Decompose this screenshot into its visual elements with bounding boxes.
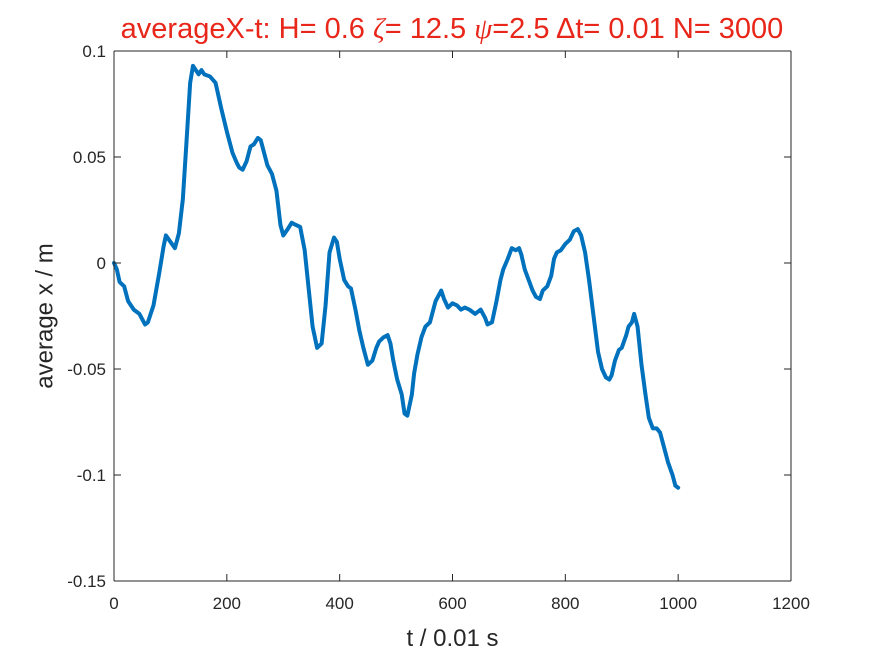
x-tick-label: 400	[325, 594, 353, 613]
line-layer	[112, 63, 681, 490]
x-tick-label: 800	[551, 594, 579, 613]
x-tick-label: 600	[438, 594, 466, 613]
chart-title: averageX-t: H= 0.6 ζ= 12.5 ψ=2.5 Δt= 0.0…	[121, 13, 784, 45]
y-tick-label: 0.05	[73, 148, 106, 167]
y-tick-label: 0	[97, 254, 106, 273]
y-tick-label: -0.05	[67, 360, 106, 379]
x-tick-label: 1000	[659, 594, 697, 613]
series-line-0	[112, 63, 681, 490]
x-tick-label: 1200	[772, 594, 810, 613]
title-psi-symbol: ψ	[474, 13, 493, 45]
y-tick-label: -0.1	[77, 466, 106, 485]
ticks-layer: 0 200 400 600 800 1000 1200 -0.15 -0.1 -0.05 0 0.05…	[67, 42, 810, 613]
x-tick-label: 0	[109, 594, 118, 613]
title-zeta-symbol: ζ	[373, 13, 387, 45]
x-axis-label: t / 0.01 s	[406, 625, 498, 652]
x-tick-label: 200	[213, 594, 241, 613]
y-tick-label: -0.15	[67, 572, 106, 591]
y-tick-label: 0.1	[82, 42, 106, 61]
y-axis-label: average x / m	[31, 243, 58, 388]
title-suffix: t= 0.01 N= 3000	[575, 13, 783, 45]
title-zeta-value: = 12.5	[385, 13, 475, 45]
title-delta-symbol: Δ	[556, 13, 575, 45]
plot-area	[114, 51, 791, 581]
title-psi-value: =2.5	[492, 13, 556, 45]
title-prefix: averageX-t: H= 0.6	[121, 13, 373, 45]
